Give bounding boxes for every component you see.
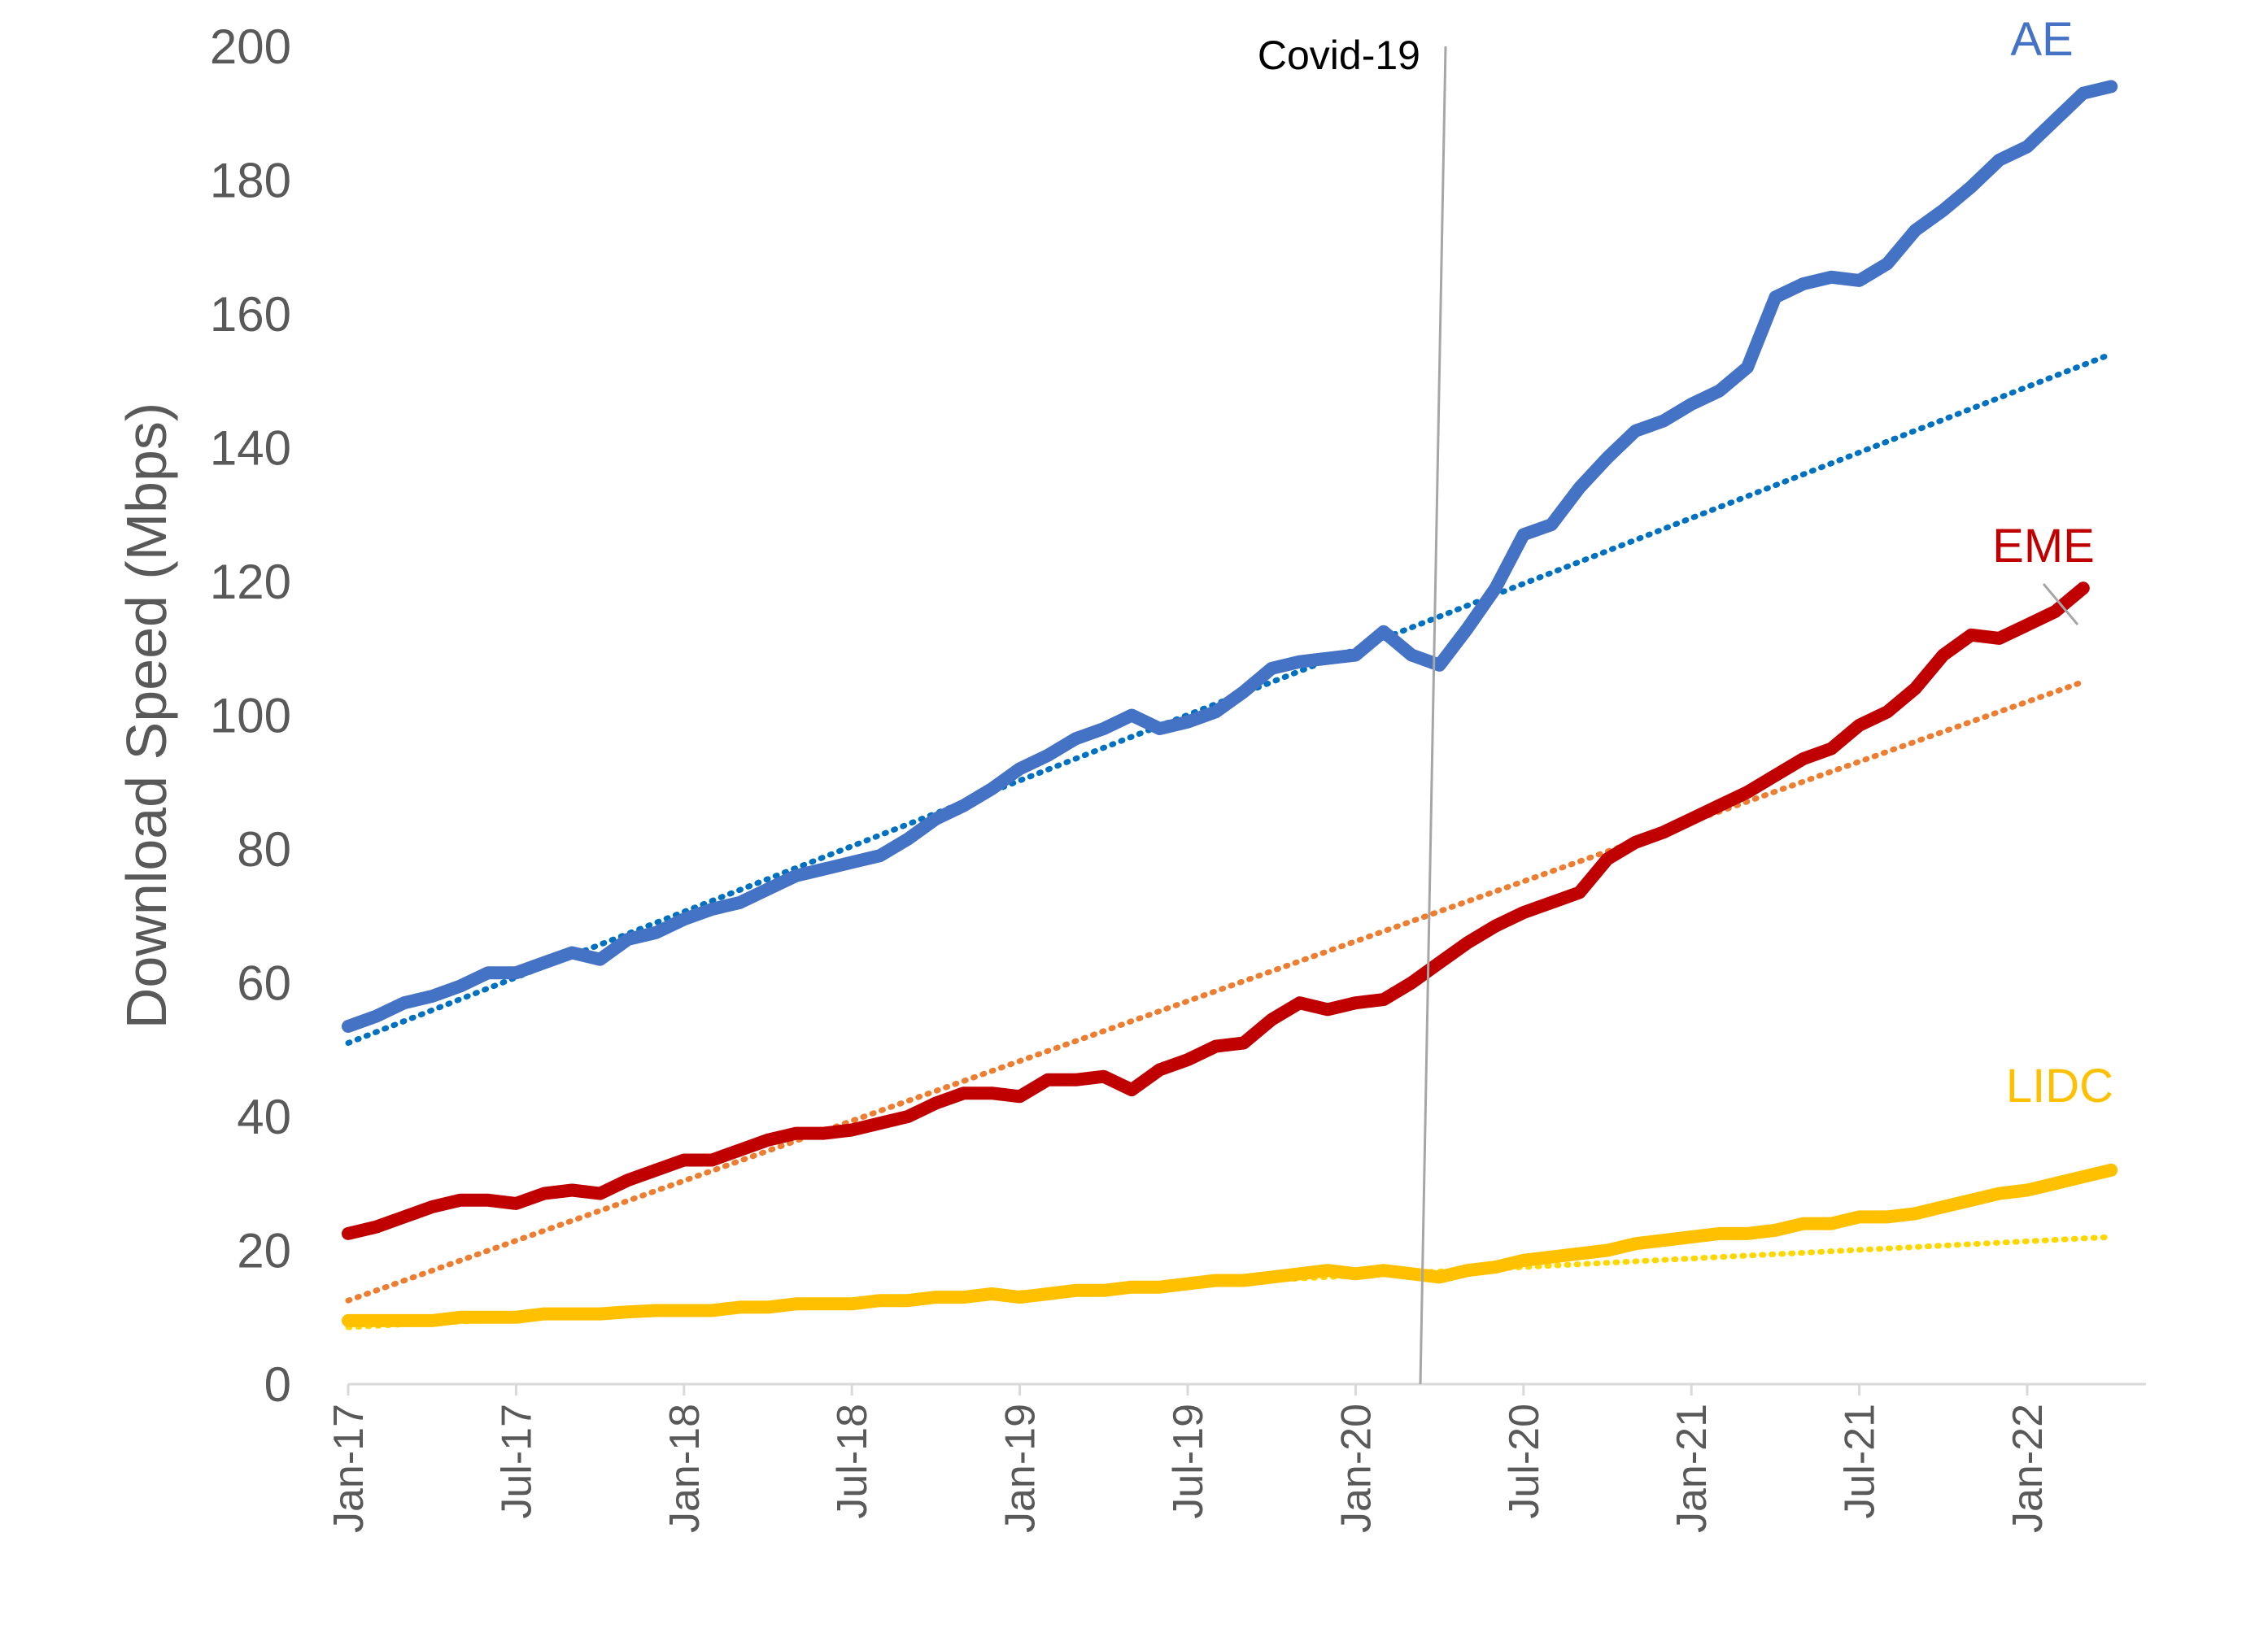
x-tick-label: Jul-19 xyxy=(1165,1404,1212,1519)
series-line-lidc xyxy=(342,1163,2118,1327)
y-axis-tick-labels: 0 20 40 60 80 100 120 140 160 180 200 xyxy=(210,20,291,1412)
x-tick-label: Jan-21 xyxy=(1668,1404,1716,1533)
x-axis-tick-labels: Jan-17 Jul-17 Jan-18 Jul-18 Jan-19 Jul-19 Jan-… xyxy=(325,1404,2052,1533)
series-label-eme: EME xyxy=(1992,520,2095,573)
x-tick-label: Jan-19 xyxy=(997,1404,1045,1533)
x-tick-label: Jan-17 xyxy=(325,1404,373,1533)
y-tick-label: 0 xyxy=(264,1357,291,1412)
series-line-eme xyxy=(342,581,2090,1240)
series-labels: AE EME LIDC xyxy=(1992,13,2113,1113)
y-tick-label: 200 xyxy=(210,20,291,74)
x-tick-label: Jul-21 xyxy=(1837,1404,1884,1519)
covid-annotation-label: Covid-19 xyxy=(1258,33,1420,78)
y-tick-label: 120 xyxy=(210,555,291,609)
x-tick-label: Jan-22 xyxy=(2004,1404,2052,1533)
x-axis-tick-marks xyxy=(347,1384,2029,1396)
y-tick-label: 100 xyxy=(210,689,291,743)
y-tick-label: 140 xyxy=(210,421,291,476)
covid-marker-line xyxy=(1419,46,1447,1385)
series-label-lidc: LIDC xyxy=(2006,1060,2113,1113)
series-line-ae xyxy=(342,80,2118,1033)
x-tick-label: Jan-18 xyxy=(661,1404,709,1533)
series-lines xyxy=(342,80,2118,1327)
y-tick-label: 40 xyxy=(237,1090,291,1144)
x-tick-label: Jan-20 xyxy=(1332,1404,1380,1533)
y-tick-label: 20 xyxy=(237,1224,291,1278)
y-axis-title: Download Speed (Mbps) xyxy=(115,403,178,1029)
x-tick-label: Jul-20 xyxy=(1501,1404,1548,1519)
y-tick-label: 160 xyxy=(210,287,291,342)
x-tick-label: Jul-18 xyxy=(829,1404,876,1519)
y-tick-label: 180 xyxy=(210,154,291,208)
trendline-eme xyxy=(345,678,2087,1304)
x-tick-label: Jul-17 xyxy=(493,1404,540,1519)
eme-label-leader-line xyxy=(2042,583,2079,625)
y-tick-label: 80 xyxy=(237,822,291,877)
series-label-ae: AE xyxy=(2010,13,2073,66)
y-tick-label: 60 xyxy=(237,956,291,1011)
